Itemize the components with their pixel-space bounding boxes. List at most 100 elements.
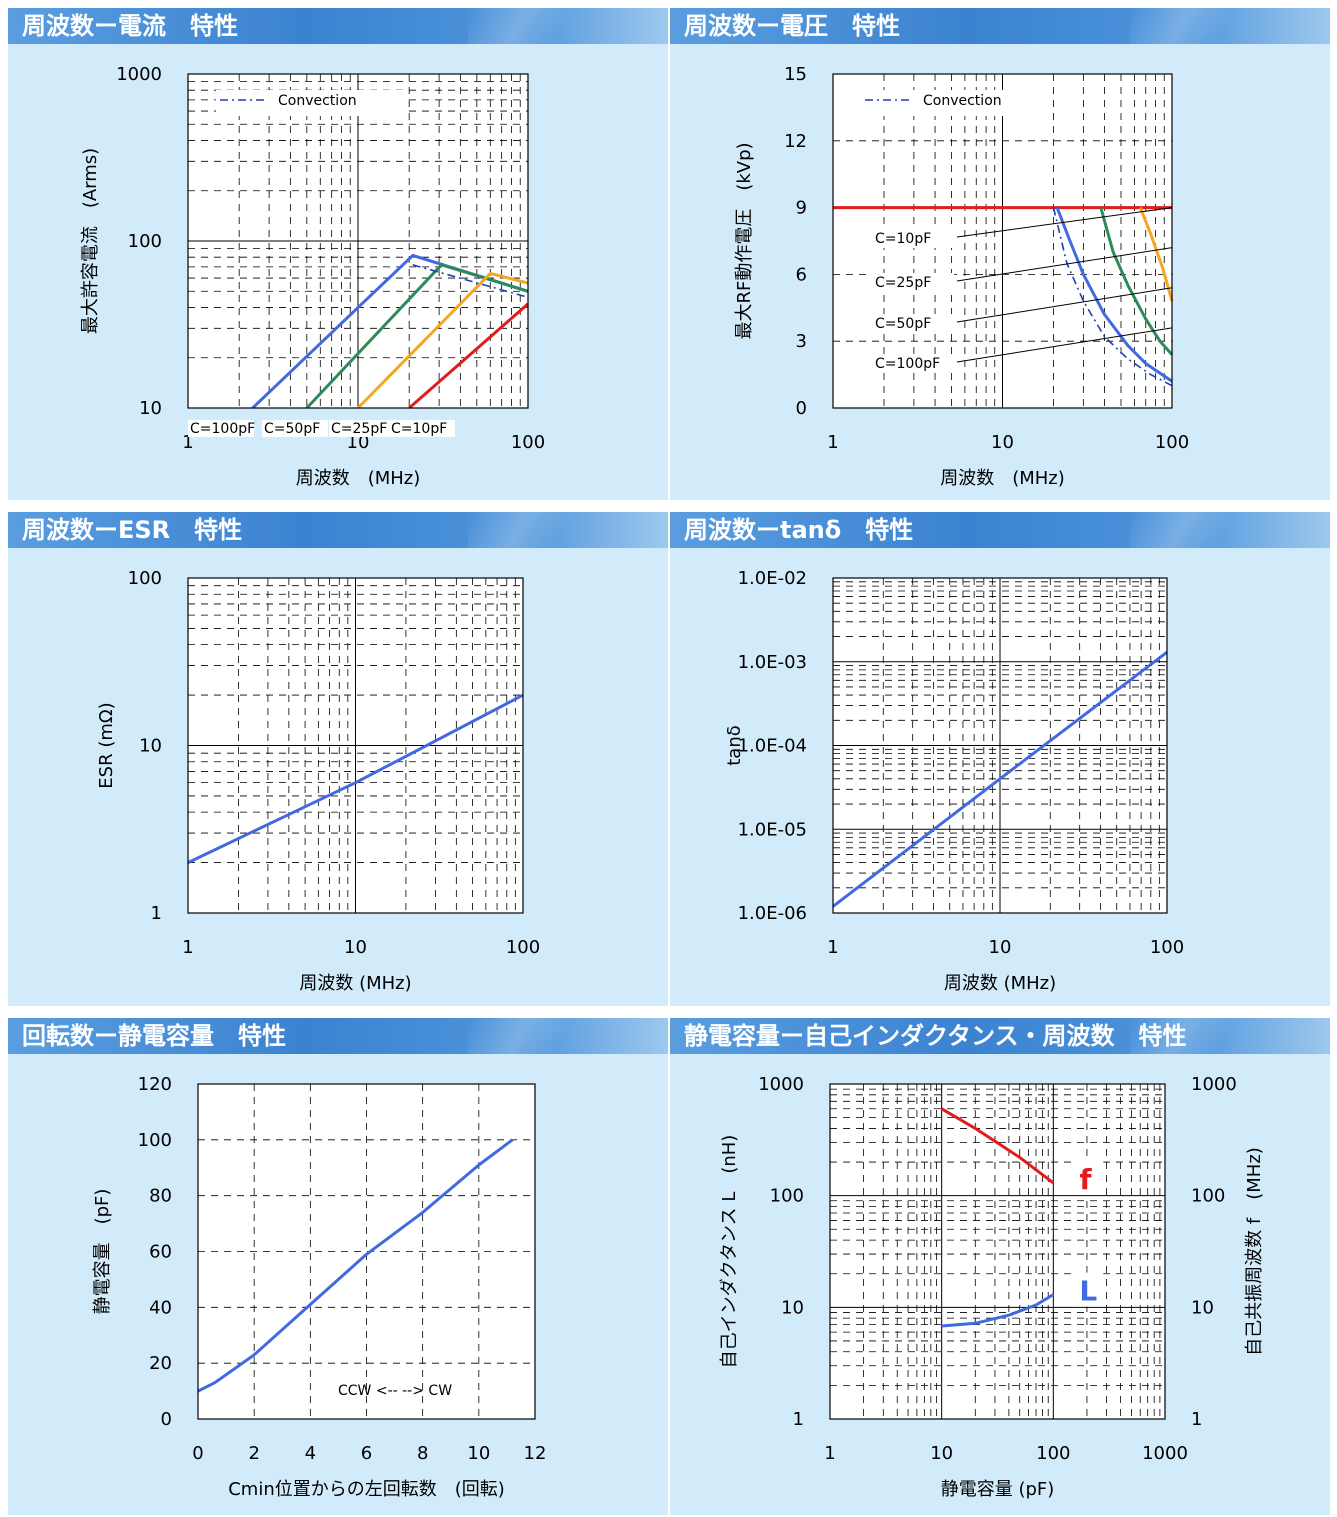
x-tick-label: 100 [1155, 432, 1189, 453]
x-tick-label: 100 [1036, 1443, 1070, 1464]
x-tick-label: 10 [930, 1443, 953, 1464]
x-tick-label: 100 [511, 432, 545, 453]
panel-title: 周波数ーESR 特性 [22, 516, 243, 544]
plot-frame [829, 1083, 1166, 1420]
panel-title: 周波数ー電圧 特性 [684, 12, 900, 40]
x-tick-label: 10 [991, 432, 1014, 453]
y-tick-label: 10 [781, 1297, 804, 1318]
y-axis-label: 自己インダクタンス L (nH) [719, 1135, 740, 1369]
series-line [1052, 207, 1173, 387]
y-tick-label: 1.0E-05 [738, 819, 807, 840]
annotation-leader [956, 287, 1173, 323]
y-tick-label: 0 [796, 398, 807, 419]
annotation-background [389, 420, 455, 437]
x-tick-label: 4 [305, 1443, 316, 1464]
plot-frame [187, 73, 529, 409]
series-line [940, 1107, 1055, 1185]
annotation-background [329, 420, 395, 437]
y2-tick-label: 1000 [1191, 1074, 1237, 1095]
y-tick-label: 10 [139, 398, 162, 419]
y-tick-label: 0 [161, 1409, 172, 1430]
series-line [408, 302, 529, 410]
series-line [197, 1138, 514, 1393]
y-tick-label: 9 [796, 198, 807, 219]
x-axis-label: Cmin位置からの左回転数 (回転) [228, 1479, 505, 1500]
series-annotation: C=100pF [875, 356, 940, 372]
series-annotation: C=100pF [190, 421, 255, 437]
y-tick-label: 1.0E-06 [738, 903, 807, 924]
y-tick-label: 1 [151, 903, 162, 924]
y-axis-label: 最大RF動作電圧 (kVp) [734, 142, 755, 339]
x-tick-label: 10 [467, 1443, 490, 1464]
series-label: L [1079, 1275, 1097, 1308]
panel-header: 周波数ーESR 特性 [8, 512, 668, 548]
y-tick-label: 12 [784, 131, 807, 152]
annotation-background [872, 229, 954, 248]
annotation-leader [956, 207, 1173, 238]
annotation-background [872, 354, 954, 373]
y-tick-label: 100 [128, 231, 162, 252]
header-decoration [1130, 512, 1260, 548]
y-tick-label: 10 [139, 736, 162, 757]
y-tick-label: 1000 [758, 1074, 804, 1095]
x-tick-label: 8 [417, 1443, 428, 1464]
y-tick-label: 1.0E-02 [738, 568, 807, 589]
legend-background [216, 90, 406, 116]
plot-frame [832, 577, 1168, 914]
y-tick-label: 1.0E-03 [738, 652, 807, 673]
y2-tick-label: 10 [1191, 1297, 1214, 1318]
series-annotation: C=50pF [264, 421, 320, 437]
series-line [356, 271, 529, 410]
y2-tick-label: 100 [1191, 1186, 1225, 1207]
chart-tandelta-vs-frequency: 1 10 100 1.0E-06 1.0E-05 1.0E-04 1.0E-03 1.0E-0… [724, 568, 1184, 994]
plot-frame [197, 1083, 536, 1420]
panel-current-vs-frequency: 周波数ー電流 特性 1 10 100 10 100 1000 周波数 (MHz) 最大許容電流… [8, 8, 668, 500]
header-decoration [468, 1018, 598, 1054]
header-decoration [468, 8, 598, 44]
panel-header: 周波数ー電流 特性 [8, 8, 668, 44]
y-tick-label: 100 [128, 568, 162, 589]
series-annotation: C=50pF [875, 316, 931, 332]
panel-header: 周波数ーtanδ 特性 [670, 512, 1330, 548]
annotation-leader [956, 327, 1173, 363]
series-line [832, 651, 1168, 908]
x-tick-label: 10 [989, 937, 1012, 958]
series-label: f [1079, 1163, 1092, 1196]
header-decoration [1130, 1018, 1260, 1054]
x-tick-label: 10 [347, 432, 370, 453]
x-axis-label: 周波数 (MHz) [944, 973, 1056, 994]
series-line [305, 263, 529, 410]
y-tick-label: 20 [149, 1353, 172, 1374]
legend-label: Convection [278, 93, 357, 109]
panel-inductance-frequency-vs-capacitance: 静電容量ー自己インダクタンス・周波数 特性 1 10 100 1000 1 10 100 10… [670, 1018, 1330, 1515]
y-tick-label: 100 [138, 1130, 172, 1151]
y-tick-label: 120 [138, 1074, 172, 1095]
panel-header: 周波数ー電圧 特性 [670, 8, 1330, 44]
plot-frame [832, 73, 1173, 409]
y-axis-label: ESR (mΩ) [96, 702, 117, 788]
y-tick-label: 15 [784, 64, 807, 85]
x-axis-label: 静電容量 (pF) [941, 1479, 1055, 1500]
x-tick-label: 6 [361, 1443, 372, 1464]
x-tick-label: 12 [524, 1443, 547, 1464]
chart-voltage-vs-frequency: 1 10 100 0 3 6 9 12 15 周波数 (MHz) 最大RF動作電圧 (kVp) Con… [734, 64, 1189, 489]
panel-title: 静電容量ー自己インダクタンス・周波数 特性 [684, 1022, 1187, 1050]
annotation-background [262, 420, 328, 437]
chart-esr-vs-frequency: 1 10 100 1 10 100 周波数 (MHz) ESR (mΩ) [96, 568, 540, 994]
y-tick-label: 1 [793, 1409, 804, 1430]
y-tick-label: 40 [149, 1297, 172, 1318]
y-tick-label: 1.0E-04 [738, 736, 807, 757]
panel-title: 回転数ー静電容量 特性 [22, 1022, 286, 1050]
plot-area [830, 1084, 1165, 1419]
legend-background [861, 90, 1051, 116]
series-annotation: C=25pF [875, 275, 931, 291]
x-axis-label: 周波数 (MHz) [299, 973, 411, 994]
annotation-background [188, 420, 254, 437]
y-tick-label: 100 [770, 1186, 804, 1207]
direction-annotation: CCW <-- --> CW [338, 1383, 452, 1399]
x-tick-label: 100 [506, 937, 540, 958]
y-axis-label: 静電容量 (pF) [92, 1189, 113, 1315]
series-line [187, 693, 524, 864]
